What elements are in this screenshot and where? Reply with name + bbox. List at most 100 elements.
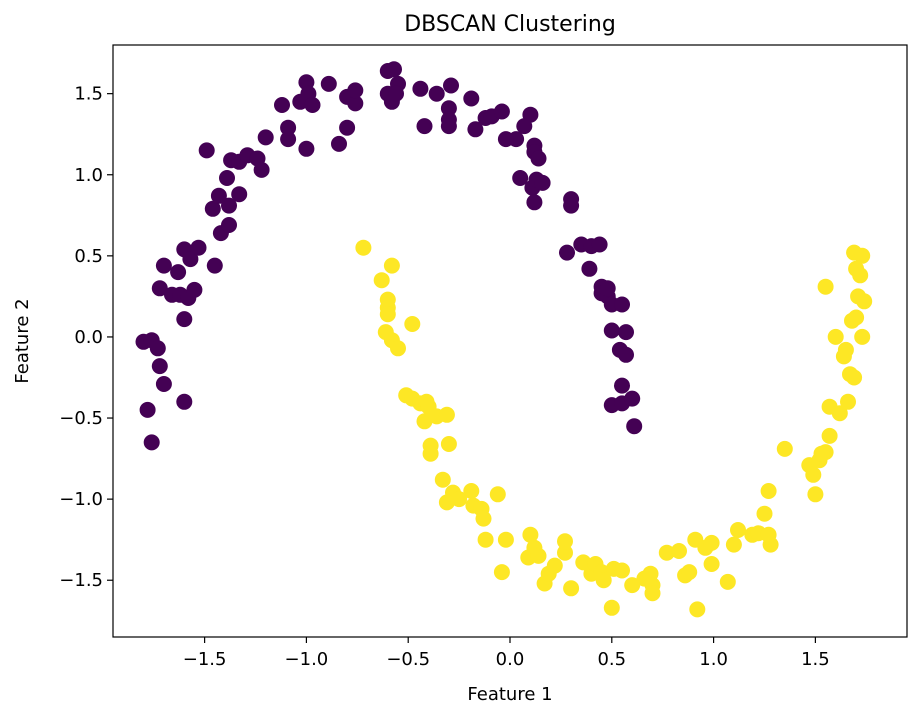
cluster-0-point bbox=[416, 118, 433, 135]
cluster-1-point bbox=[477, 531, 494, 548]
cluster-0-point bbox=[467, 121, 484, 138]
cluster-1-point bbox=[438, 494, 455, 511]
cluster-1-point bbox=[689, 601, 706, 618]
y-tick-label: 1.5 bbox=[74, 84, 103, 105]
cluster-0-point bbox=[221, 197, 237, 214]
cluster-0-point bbox=[206, 257, 223, 274]
cluster-0-point bbox=[304, 97, 321, 113]
cluster-1-point bbox=[817, 278, 834, 295]
x-tick-label: −1.5 bbox=[183, 649, 227, 670]
cluster-1-point bbox=[383, 257, 400, 274]
cluster-0-point bbox=[182, 251, 199, 268]
x-tick-label: 0.5 bbox=[597, 649, 626, 670]
y-axis: 1.5 1.0 0.5 0.0 −0.5 −1.0 −1.5 bbox=[59, 84, 113, 591]
cluster-1-point bbox=[840, 393, 856, 410]
cluster-1-point bbox=[719, 573, 736, 590]
cluster-1-point bbox=[671, 543, 687, 559]
cluster-0-point bbox=[603, 322, 620, 339]
cluster-0-point bbox=[198, 142, 215, 159]
cluster-0-point bbox=[219, 170, 235, 186]
cluster-0-point bbox=[155, 376, 172, 392]
cluster-1-point bbox=[658, 544, 675, 561]
cluster-1-point bbox=[756, 505, 773, 522]
cluster-1-point bbox=[813, 445, 830, 462]
cluster-0-point bbox=[347, 95, 364, 112]
y-tick-label: −1.5 bbox=[59, 570, 103, 591]
cluster-1-point bbox=[835, 348, 852, 365]
cluster-0-point bbox=[512, 170, 529, 186]
cluster-1-point bbox=[463, 483, 480, 499]
cluster-0-point bbox=[186, 281, 203, 298]
cluster-0-point bbox=[618, 324, 634, 341]
cluster-1-point bbox=[530, 547, 547, 564]
x-tick-label: 0.0 bbox=[496, 649, 525, 670]
cluster-0-point bbox=[581, 260, 598, 277]
cluster-1-point bbox=[846, 369, 863, 386]
cluster-0-point bbox=[626, 418, 643, 435]
cluster-0-point bbox=[412, 80, 429, 97]
y-tick-label: 0.5 bbox=[74, 246, 103, 267]
cluster-1-point bbox=[379, 306, 396, 323]
cluster-1-point bbox=[557, 544, 573, 561]
cluster-1-point bbox=[438, 406, 455, 423]
cluster-1-point bbox=[644, 585, 661, 602]
cluster-1-point bbox=[848, 309, 865, 326]
cluster-1-point bbox=[603, 599, 620, 616]
y-tick-label: −0.5 bbox=[59, 408, 103, 429]
cluster-0-point bbox=[440, 118, 457, 135]
cluster-0-point bbox=[614, 296, 630, 313]
cluster-1-point bbox=[852, 267, 869, 284]
cluster-0-point bbox=[190, 239, 207, 256]
cluster-1-point bbox=[807, 486, 824, 503]
cluster-1-point bbox=[390, 340, 406, 357]
cluster-0-point bbox=[591, 236, 608, 253]
x-tick-label: 1.5 bbox=[801, 649, 830, 670]
cluster-1-point bbox=[624, 577, 641, 594]
cluster-1-point bbox=[614, 562, 630, 579]
cluster-0-point bbox=[204, 200, 221, 217]
cluster-1-point bbox=[854, 247, 871, 264]
x-tick-label: −1.0 bbox=[285, 649, 329, 670]
cluster-0-point bbox=[463, 90, 480, 107]
cluster-0-point bbox=[143, 434, 160, 451]
cluster-0-point bbox=[280, 119, 297, 136]
cluster-1-point bbox=[760, 483, 777, 499]
cluster-1-point bbox=[805, 466, 822, 483]
y-tick-label: −1.0 bbox=[59, 489, 103, 510]
cluster-0-point bbox=[176, 311, 193, 328]
cluster-0-point bbox=[440, 100, 457, 117]
cluster-1-point bbox=[856, 293, 873, 310]
data-points bbox=[135, 61, 873, 618]
chart-title: DBSCAN Clustering bbox=[404, 12, 616, 37]
cluster-0-point bbox=[563, 197, 580, 214]
cluster-1-point bbox=[451, 491, 468, 508]
cluster-1-point bbox=[703, 556, 720, 572]
cluster-1-point bbox=[493, 564, 510, 581]
cluster-0-point bbox=[151, 280, 168, 297]
cluster-0-point bbox=[347, 82, 364, 99]
x-axis: −1.5 −1.0 −0.5 0.0 0.5 1.0 1.5 bbox=[183, 637, 830, 670]
cluster-0-point bbox=[170, 264, 187, 281]
cluster-1-point bbox=[730, 522, 746, 538]
cluster-1-point bbox=[440, 436, 457, 452]
cluster-1-point bbox=[557, 533, 573, 550]
x-tick-label: 1.0 bbox=[699, 649, 728, 670]
cluster-0-point bbox=[339, 119, 356, 136]
cluster-1-point bbox=[595, 572, 612, 589]
cluster-0-point bbox=[176, 393, 193, 410]
cluster-0-point bbox=[428, 85, 445, 102]
cluster-0-point bbox=[139, 401, 156, 418]
cluster-1-point bbox=[489, 486, 506, 503]
cluster-0-point bbox=[530, 150, 547, 167]
cluster-0-point bbox=[534, 174, 551, 191]
y-tick-label: 0.0 bbox=[74, 327, 103, 348]
cluster-0-point bbox=[221, 217, 237, 233]
cluster-0-point bbox=[388, 85, 404, 102]
cluster-0-point bbox=[274, 97, 290, 113]
cluster-0-point bbox=[614, 377, 630, 394]
cluster-0-point bbox=[386, 61, 402, 78]
cluster-1-point bbox=[373, 272, 390, 289]
cluster-0-point bbox=[257, 129, 274, 146]
